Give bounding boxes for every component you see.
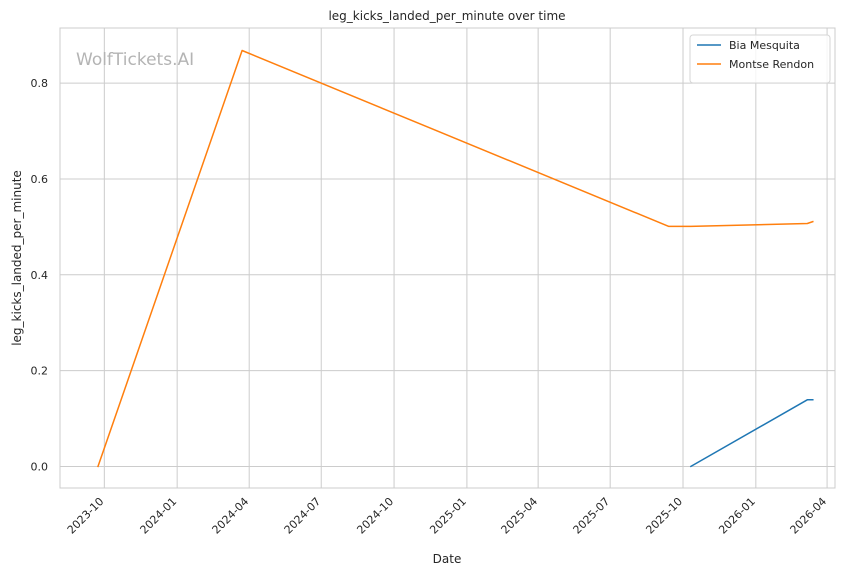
- legend-label: Montse Rendon: [729, 58, 814, 71]
- y-tick-label: 0.6: [31, 173, 49, 186]
- y-axis-ticks: 0.0 0.2 0.4 0.6 0.8: [31, 77, 49, 473]
- x-tick-label: 2024-07: [282, 495, 324, 537]
- x-tick-label: 2025-07: [571, 495, 613, 537]
- series-line-bia-mesquita: [689, 399, 814, 468]
- y-tick-label: 0.4: [31, 269, 49, 282]
- y-tick-label: 0.2: [31, 365, 49, 378]
- x-axis-ticks: 2023-10 2024-01 2024-04 2024-07 2024-10 2025-…: [65, 495, 829, 537]
- y-tick-label: 0.8: [31, 77, 49, 90]
- grid-lines: [60, 28, 835, 488]
- x-tick-label: 2025-04: [499, 495, 541, 537]
- y-axis-title: leg_kicks_landed_per_minute: [10, 170, 24, 346]
- x-axis-title: Date: [433, 552, 462, 566]
- plot-background: [60, 28, 835, 488]
- x-tick-label: 2026-01: [716, 495, 758, 537]
- plot-frame: [59, 27, 836, 489]
- chart-title: leg_kicks_landed_per_minute over time: [328, 9, 565, 23]
- legend-box: [689, 34, 831, 84]
- legend-label: Bia Mesquita: [729, 39, 800, 52]
- series-layer: [97, 49, 814, 468]
- x-tick-label: 2025-01: [427, 495, 469, 537]
- series-line-montse-rendon: [97, 49, 814, 468]
- x-tick-label: 2026-04: [788, 495, 830, 537]
- x-tick-label: 2024-10: [354, 495, 396, 537]
- x-tick-label: 2024-01: [138, 495, 180, 537]
- x-tick-label: 2025-10: [643, 495, 685, 537]
- y-tick-label: 0.0: [31, 460, 49, 473]
- watermark: WolfTickets.AI: [76, 50, 194, 70]
- legend: Bia Mesquita Montse Rendon: [689, 34, 831, 84]
- x-tick-label: 2024-04: [210, 495, 252, 537]
- x-tick-label: 2023-10: [65, 495, 107, 537]
